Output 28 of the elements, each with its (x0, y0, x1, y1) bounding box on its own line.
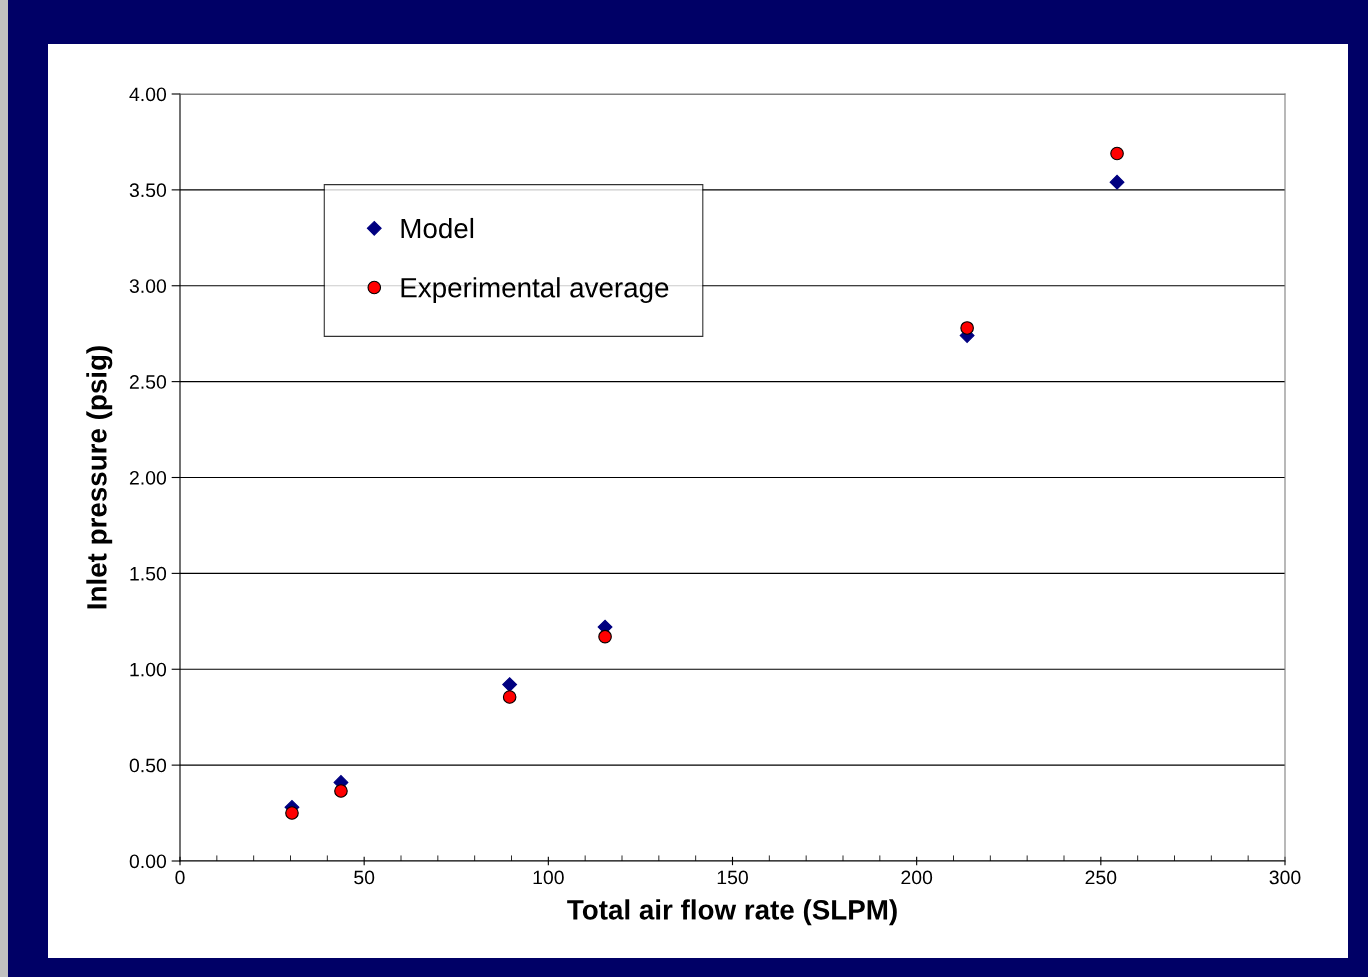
x-tick-label: 250 (1085, 870, 1117, 885)
legend-label: Experimental average (401, 277, 669, 304)
x-tick-label: 0 (175, 870, 185, 885)
point (502, 690, 517, 704)
point (285, 806, 299, 820)
x-tick-label: 150 (717, 870, 748, 885)
point (960, 321, 974, 335)
legend-label: Model (401, 217, 474, 239)
point (598, 629, 612, 644)
y-tick-label: 3.00 (129, 279, 167, 293)
y-tick-label: 4.00 (129, 87, 167, 102)
y-tick-label: 1.50 (130, 566, 167, 581)
point (502, 677, 518, 693)
y-tick-label: 0.00 (129, 854, 167, 869)
y-tick-label: 2.50 (129, 375, 167, 389)
y-axis-title: Inlet pressure (psig) (86, 346, 113, 609)
x-tick-label: 200 (901, 870, 933, 885)
x-axis-title: Total air flow rate (SLPM) (567, 899, 897, 926)
y-tick-label: 1.00 (130, 662, 167, 677)
point (1109, 174, 1125, 190)
x-tick-label: 100 (533, 870, 564, 885)
x-tick-label: 50 (354, 870, 375, 885)
y-tick-label: 0.50 (129, 758, 167, 773)
x-tick-label: 300 (1269, 870, 1301, 885)
y-tick-label: 3.50 (129, 183, 167, 198)
point (1110, 146, 1124, 161)
point (334, 784, 348, 798)
y-tick-label: 2.00 (129, 470, 167, 485)
